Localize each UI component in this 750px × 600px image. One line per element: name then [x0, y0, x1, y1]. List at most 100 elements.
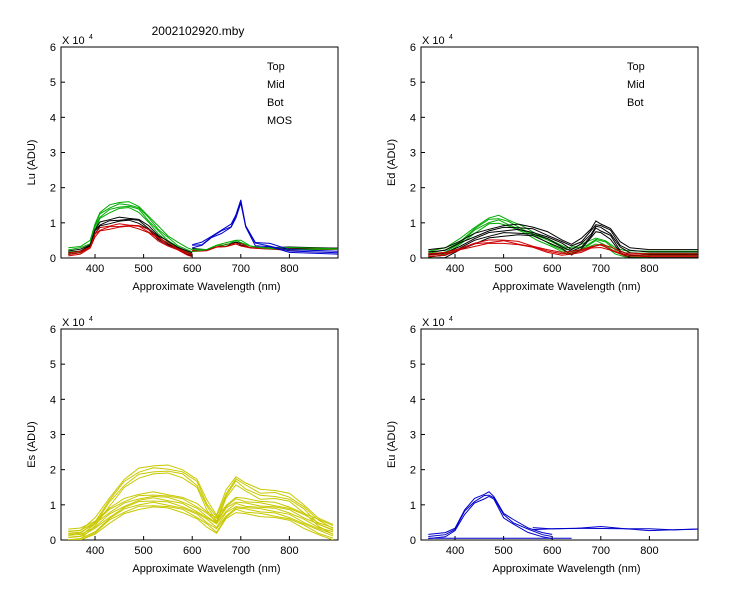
es-series-es-line [68, 491, 334, 530]
es-series-es-line [68, 470, 334, 538]
eu-series-eu-line [428, 491, 553, 535]
ed-xtick-label: 700 [592, 263, 610, 275]
lu-legend-mid: Mid [267, 79, 285, 91]
lu-series-group [68, 199, 338, 258]
es-series-es-line [68, 467, 334, 535]
ed-ytick-label: 5 [410, 77, 416, 89]
eu-ytick-label: 2 [410, 465, 416, 477]
eu-plot-frame [420, 328, 699, 541]
es-ytick-label: 3 [50, 430, 56, 442]
es-series-es-line [68, 495, 334, 534]
eu-ytick-label: 6 [410, 324, 416, 336]
ed-exponent-label: X 10 [422, 35, 445, 47]
es-ytick-label: 4 [50, 394, 56, 406]
lu-series-bot-line [68, 201, 193, 251]
lu-ylabel: Lu (ADU) [26, 140, 38, 186]
lu-xtick-label: 800 [280, 263, 298, 275]
es-series-es-line [68, 472, 334, 540]
es-series-es-line [68, 501, 334, 540]
eu-xtick-label: 600 [543, 545, 561, 557]
ed-ytick-label: 4 [410, 112, 416, 124]
lu-ytick-label: 5 [50, 77, 56, 89]
eu-xtick-label: 800 [640, 545, 658, 557]
ed-legend-top: Top [627, 61, 645, 73]
eu-ytick-label: 5 [410, 359, 416, 371]
es-xtick-label: 700 [232, 545, 250, 557]
ed-ytick-label: 0 [410, 253, 416, 265]
eu-series-eu-line [428, 494, 553, 537]
lu-legend-mos: MOS [267, 115, 292, 127]
es-exponent-power: 4 [89, 316, 93, 323]
ed-series-top-line [428, 227, 698, 258]
es-xtick-label: 600 [183, 545, 201, 557]
ed-series-top-line [428, 220, 698, 251]
chart-eu: 0 1 2 3 4 5 6 400 500 600 700 800 X 10 4 Approximate W… [386, 316, 699, 575]
es-xtick-label: 800 [280, 545, 298, 557]
es-series-es-line [68, 505, 334, 540]
ed-legend-mid: Mid [627, 79, 645, 91]
es-ytick-label: 0 [50, 535, 56, 547]
eu-series-eu-line [532, 525, 698, 531]
ed-ytick-label: 3 [410, 148, 416, 160]
lu-series-mid-line [68, 225, 193, 258]
eu-ytick-label: 0 [410, 535, 416, 547]
es-ytick-label: 6 [50, 324, 56, 336]
lu-series-mid-line [68, 223, 193, 255]
es-xtick-label: 500 [134, 545, 152, 557]
es-xtick-label: 400 [86, 545, 104, 557]
lu-ytick-label: 2 [50, 183, 56, 195]
ed-xtick-label: 800 [640, 263, 658, 275]
eu-ytick-label: 3 [410, 430, 416, 442]
ed-ytick-label: 6 [410, 42, 416, 54]
eu-xtick-label: 400 [446, 545, 464, 557]
eu-series-eu-line [428, 495, 553, 540]
eu-ylabel: Eu (ADU) [386, 421, 398, 468]
ed-series-group [428, 214, 698, 258]
ed-legend-bot: Bot [627, 97, 644, 109]
ed-xtick-label: 500 [494, 263, 512, 275]
es-series-es-line [68, 500, 334, 538]
es-series-es-line [68, 506, 334, 540]
lu-ytick-label: 3 [50, 148, 56, 160]
eu-ytick-label: 1 [410, 500, 416, 512]
lu-xlabel: Approximate Wavelength (nm) [132, 281, 280, 293]
lu-series-mos-line [192, 199, 338, 252]
eu-xtick-label: 700 [592, 545, 610, 557]
es-series-es-line [68, 494, 334, 532]
ed-ylabel: Ed (ADU) [386, 139, 398, 186]
ed-plot-frame [420, 46, 699, 259]
eu-series-group [428, 491, 698, 540]
es-ylabel: Es (ADU) [26, 421, 38, 467]
lu-legend-bot: Bot [267, 97, 284, 109]
figure-title: 2002102920.mby [152, 24, 245, 38]
ed-xlabel: Approximate Wavelength (nm) [492, 281, 640, 293]
es-ytick-label: 2 [50, 465, 56, 477]
ed-ytick-label: 2 [410, 183, 416, 195]
lu-series-mos-line [192, 200, 338, 254]
es-ytick-label: 1 [50, 500, 56, 512]
lu-series-mid-line [68, 225, 193, 256]
eu-xlabel: Approximate Wavelength (nm) [492, 563, 640, 575]
es-series-es-line [68, 464, 334, 533]
ed-exponent-power: 4 [449, 34, 453, 41]
ed-series-mid-line [428, 242, 698, 258]
eu-xtick-label: 500 [494, 545, 512, 557]
lu-ytick-label: 0 [50, 253, 56, 265]
ed-series-mid-line [428, 239, 698, 255]
ed-xtick-label: 600 [543, 263, 561, 275]
lu-xtick-label: 500 [134, 263, 152, 275]
ed-series-mid-line [428, 240, 698, 256]
eu-exponent-label: X 10 [422, 317, 445, 329]
lu-legend-top: Top [267, 61, 285, 73]
lu-xtick-label: 600 [183, 263, 201, 275]
es-ytick-label: 5 [50, 359, 56, 371]
lu-exponent-label: X 10 [62, 35, 85, 47]
es-series-group [68, 464, 334, 540]
ed-xtick-label: 400 [446, 263, 464, 275]
lu-xtick-label: 700 [232, 263, 250, 275]
lu-xtick-label: 400 [86, 263, 104, 275]
lu-series-top-line [68, 216, 193, 254]
es-series-es-line [68, 497, 334, 536]
es-xlabel: Approximate Wavelength (nm) [132, 563, 280, 575]
